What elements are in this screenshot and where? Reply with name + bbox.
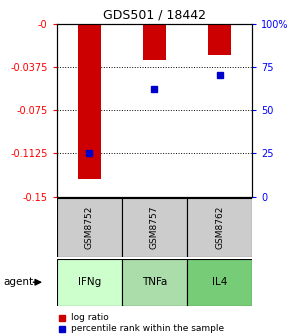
Text: GSM8762: GSM8762 [215,206,224,249]
Text: log ratio: log ratio [71,313,109,322]
Bar [187,198,252,257]
Bar [143,24,166,60]
Text: IFNg: IFNg [77,277,101,287]
Text: GSM8757: GSM8757 [150,206,159,249]
Bar [57,259,122,306]
Text: GSM8752: GSM8752 [85,206,94,249]
Bar [208,24,231,55]
Text: TNFa: TNFa [142,277,167,287]
Bar [187,259,252,306]
Text: percentile rank within the sample: percentile rank within the sample [71,324,224,333]
Text: agent: agent [3,277,33,287]
Bar [122,198,187,257]
Text: GDS501 / 18442: GDS501 / 18442 [103,8,206,22]
Text: IL4: IL4 [212,277,227,287]
Bar [78,24,101,179]
Bar [122,259,187,306]
Bar [57,198,122,257]
